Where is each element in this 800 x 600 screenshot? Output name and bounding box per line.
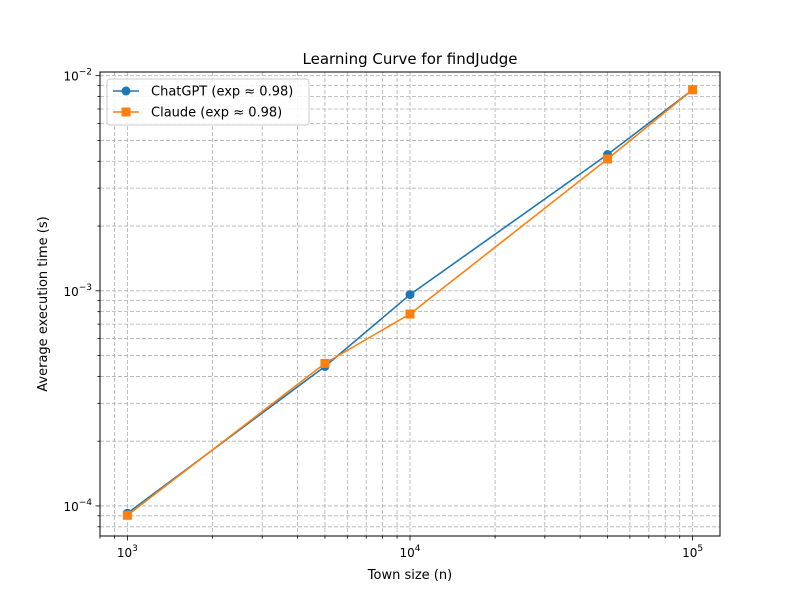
data-point bbox=[688, 85, 698, 95]
y-axis-label: Average execution time (s) bbox=[36, 216, 51, 391]
legend-box bbox=[106, 78, 310, 126]
legend: ChatGPT (exp ≈ 0.98) Claude (exp ≈ 0.98) bbox=[106, 78, 310, 126]
data-point bbox=[603, 154, 613, 164]
x-axis-label: Town size (n) bbox=[367, 568, 452, 583]
data-point bbox=[122, 510, 132, 520]
legend-marker bbox=[121, 107, 131, 117]
legend-label: Claude (exp ≈ 0.98) bbox=[151, 106, 282, 121]
x-tick-label: 105 bbox=[682, 544, 703, 560]
legend-item: ChatGPT (exp ≈ 0.98) bbox=[113, 85, 293, 100]
y-tick-label: 10−2 bbox=[63, 68, 92, 84]
legend-label: ChatGPT (exp ≈ 0.98) bbox=[151, 85, 293, 100]
x-tick-label: 104 bbox=[399, 544, 420, 560]
data-point bbox=[320, 358, 330, 368]
series-layer bbox=[122, 85, 698, 520]
chart-title: Learning Curve for findJudge bbox=[303, 50, 518, 68]
x-tick-label: 103 bbox=[117, 544, 138, 560]
legend-marker bbox=[121, 86, 131, 96]
grid-lines bbox=[99, 72, 720, 536]
axis-ticks: 103 104 105 10−4 10−3 10−2 bbox=[63, 68, 703, 560]
data-point bbox=[405, 290, 415, 300]
legend-item: Claude (exp ≈ 0.98) bbox=[113, 106, 282, 121]
y-tick-label: 10−4 bbox=[63, 498, 92, 514]
data-point bbox=[405, 309, 415, 319]
y-tick-label: 10−3 bbox=[63, 283, 92, 299]
series-1 bbox=[122, 85, 698, 520]
